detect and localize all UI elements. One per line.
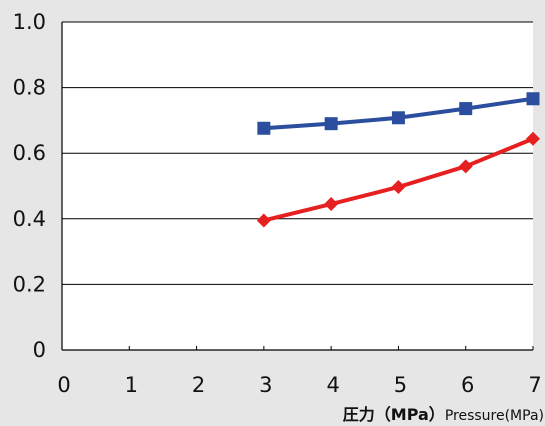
- series-1-point-0: [256, 213, 271, 228]
- y-tick-label-2: 0.4: [13, 207, 46, 231]
- y-tick-label-0: 0: [33, 338, 46, 362]
- series-0-point-3: [459, 102, 473, 116]
- series-0-point-1: [324, 117, 338, 131]
- series-0-point-4: [526, 92, 540, 106]
- plot-area: [62, 22, 533, 350]
- y-tick-label-3: 0.6: [13, 141, 46, 165]
- x-tick-label-6: 6: [461, 373, 474, 397]
- x-axis-label-main: 圧力（MPa）: [343, 405, 445, 424]
- x-tick-label-5: 5: [394, 373, 407, 397]
- series-0-point-0: [257, 121, 271, 135]
- y-tick-label-1: 0.2: [13, 272, 46, 296]
- series-1-point-4: [526, 131, 540, 146]
- x-tick-label-7: 7: [528, 373, 541, 397]
- y-tick-label-4: 0.8: [13, 76, 46, 100]
- y-tick-label-5: 1.0: [13, 10, 46, 34]
- x-tick-label-1: 1: [125, 373, 138, 397]
- x-axis-label-sub: Pressure(MPa): [445, 408, 544, 424]
- x-tick-label-2: 2: [192, 373, 205, 397]
- x-axis-label: 圧力（MPa）Pressure(MPa): [343, 405, 544, 424]
- x-tick-label-0: 0: [57, 373, 70, 397]
- series-1-point-2: [391, 179, 406, 194]
- x-tick-label-4: 4: [326, 373, 339, 397]
- series-layer: [256, 92, 540, 228]
- axes: [61, 22, 534, 351]
- series-0-point-2: [391, 111, 405, 125]
- series-1-point-3: [458, 159, 473, 174]
- grid-lines: [62, 21, 533, 285]
- x-tick-label-3: 3: [259, 373, 272, 397]
- series-1-point-1: [324, 197, 339, 212]
- tick-labels: 0 0.2 0.4 0.6 0.8 1.0 0 1 2 3 4 5 6 7: [13, 10, 542, 397]
